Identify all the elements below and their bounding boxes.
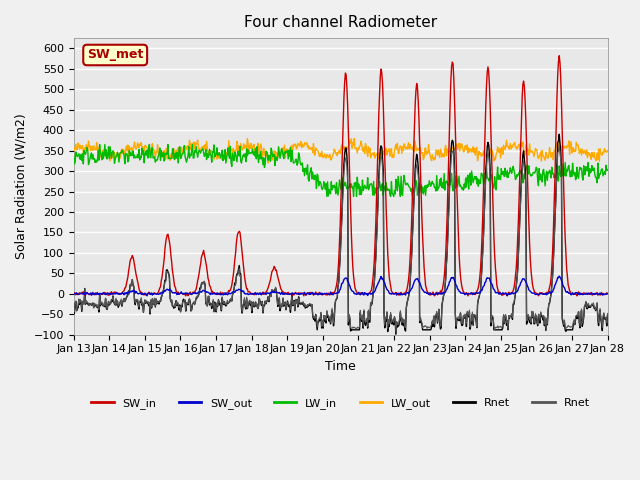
X-axis label: Time: Time (325, 360, 356, 373)
Text: SW_met: SW_met (87, 48, 143, 61)
Title: Four channel Radiometer: Four channel Radiometer (244, 15, 437, 30)
Legend: SW_in, SW_out, LW_in, LW_out, Rnet, Rnet: SW_in, SW_out, LW_in, LW_out, Rnet, Rnet (87, 394, 594, 413)
Y-axis label: Solar Radiation (W/m2): Solar Radiation (W/m2) (15, 114, 28, 259)
